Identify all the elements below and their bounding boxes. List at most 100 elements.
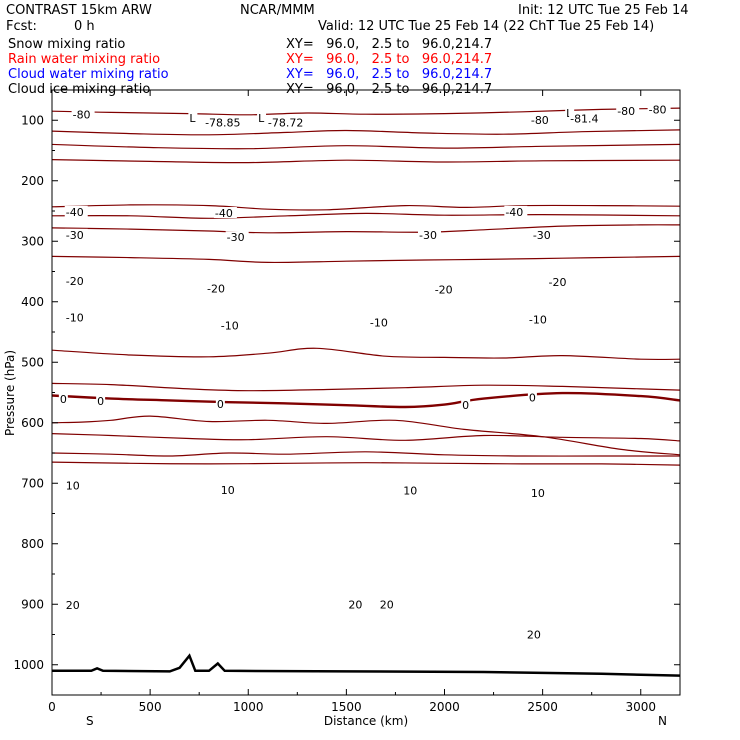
endpoint-south: S <box>86 714 94 728</box>
contour-label-bg <box>569 112 607 124</box>
contour-label: 0 <box>60 393 67 406</box>
forecast-label: Fcst: <box>6 19 37 34</box>
contour-label: -10 <box>529 314 547 327</box>
contour-label: 20 <box>66 599 80 612</box>
contour-label: L <box>189 112 196 125</box>
contour-label: 0 <box>97 395 104 408</box>
contour-label: -10 <box>370 317 388 330</box>
contour-label-bg <box>527 391 537 403</box>
isotherm-line--50 <box>51 159 681 164</box>
field-xy-cloud-water: XY= 96.0, 2.5 to 96.0,214.7 <box>286 67 492 82</box>
contour-label: 10 <box>66 479 80 492</box>
isotherm-line--60 <box>51 143 681 150</box>
contour-label: -20 <box>207 283 225 296</box>
y-tick-label: 200 <box>21 174 44 188</box>
contour-label: -80 <box>531 114 549 127</box>
contour-label-bg <box>461 398 471 410</box>
field-name-cloud-water: Cloud water mixing ratio <box>8 67 169 82</box>
contour-label: -40 <box>215 207 233 220</box>
y-tick-label: 600 <box>21 416 44 430</box>
valid-time: Valid: 12 UTC Tue 25 Feb 14 (22 ChT Tue … <box>318 19 654 34</box>
contour-label-bg <box>616 104 640 116</box>
x-axis-label: Distance (km) <box>324 714 408 728</box>
x-tick-label: 1500 <box>331 700 362 714</box>
contour-label-bg <box>368 316 392 328</box>
field-legend: Snow mixing ratio XY= 96.0, 2.5 to 96.0,… <box>8 37 492 97</box>
contour-label: 20 <box>348 598 362 611</box>
contour-label: -20 <box>66 275 84 288</box>
contour-label-bg <box>547 275 571 287</box>
contour-label: -80 <box>73 108 91 121</box>
contour-label-bg <box>64 479 81 491</box>
y-tick-label: 300 <box>21 234 44 248</box>
contour-label: -81.4 <box>570 113 598 126</box>
isotherm-line--30 <box>51 204 681 211</box>
x-tick-label: 3000 <box>625 700 656 714</box>
contour-label: -20 <box>549 276 567 289</box>
y-tick-label: 800 <box>21 537 44 551</box>
contour-label-bg <box>71 108 95 120</box>
y-tick-label: 1000 <box>13 658 44 672</box>
contour-label-bg <box>58 392 68 404</box>
contour-label-bg <box>504 205 528 217</box>
y-tick-label: 400 <box>21 295 44 309</box>
contour-label-bg <box>64 274 88 286</box>
contour-label-bg <box>188 112 198 124</box>
contour-label: -10 <box>221 320 239 333</box>
contour-label: -40 <box>66 206 84 219</box>
y-tick-label: 900 <box>21 597 44 611</box>
contour-label-bg <box>531 228 555 240</box>
contour-label: 20 <box>380 598 394 611</box>
contour-label-bg <box>347 598 364 610</box>
contour-label-bg <box>529 113 553 125</box>
contour-label-bg <box>96 395 106 407</box>
field-xy-rain: XY= 96.0, 2.5 to 96.0,214.7 <box>286 52 492 67</box>
contour-label: -80 <box>649 104 667 117</box>
contour-label: -80 <box>617 105 635 118</box>
field-name-snow: Snow mixing ratio <box>8 37 125 52</box>
contour-label-bg <box>219 484 236 496</box>
contour-label: -30 <box>227 231 245 244</box>
x-tick-label: 0 <box>48 700 56 714</box>
y-tick-label: 700 <box>21 476 44 490</box>
contour-label-bg <box>64 228 88 240</box>
contour-label-bg <box>213 207 237 219</box>
isotherm-line-0 <box>51 391 681 409</box>
contour-label-bg <box>64 599 81 611</box>
org-label: NCAR/MMM <box>240 3 315 18</box>
isotherm-line-10 <box>51 347 681 361</box>
contour-label: -78.72 <box>268 116 303 129</box>
isotherm-line--40 <box>51 212 681 219</box>
contour-label: 0 <box>462 399 469 412</box>
terrain-line <box>52 653 681 677</box>
contour-label: 10 <box>531 487 545 500</box>
isotherm-line-unlabeled-11 <box>51 433 681 442</box>
isotherm-line--20 <box>51 224 681 234</box>
plot-area: -80-80-80-80L-78.85L-78.72L-81.4-40-40-4… <box>13 90 681 714</box>
isotherm-line-20 <box>51 415 681 456</box>
contour-label-bg <box>204 116 249 128</box>
model-title: CONTRAST 15km ARW <box>6 3 152 18</box>
forecast-value: 0 h <box>74 19 95 34</box>
x-tick-label: 500 <box>139 700 162 714</box>
contour-label-bg <box>647 103 671 115</box>
contour-label: 10 <box>403 485 417 498</box>
contour-label: -78.85 <box>205 116 240 129</box>
contour-label: -40 <box>505 206 523 219</box>
contour-label-bg <box>219 319 243 331</box>
init-time: Init: 12 UTC Tue 25 Feb 14 <box>518 3 689 18</box>
contour-label: 10 <box>221 484 235 497</box>
contour-label-bg <box>402 484 419 496</box>
contour-label: 20 <box>527 629 541 642</box>
y-axis-label: Pressure (hPa) <box>3 350 17 436</box>
isotherm-line-unlabeled-12 <box>51 382 681 392</box>
contour-label-bg <box>64 311 88 323</box>
x-tick-label: 2000 <box>429 700 460 714</box>
endpoint-north: N <box>658 714 667 728</box>
contour-label-bg <box>64 205 88 217</box>
contour-label-bg <box>525 628 542 640</box>
contour-label: L <box>258 112 265 125</box>
isotherm-line--70 <box>51 129 681 136</box>
isotherm-line-unlabeled-13 <box>51 451 680 457</box>
